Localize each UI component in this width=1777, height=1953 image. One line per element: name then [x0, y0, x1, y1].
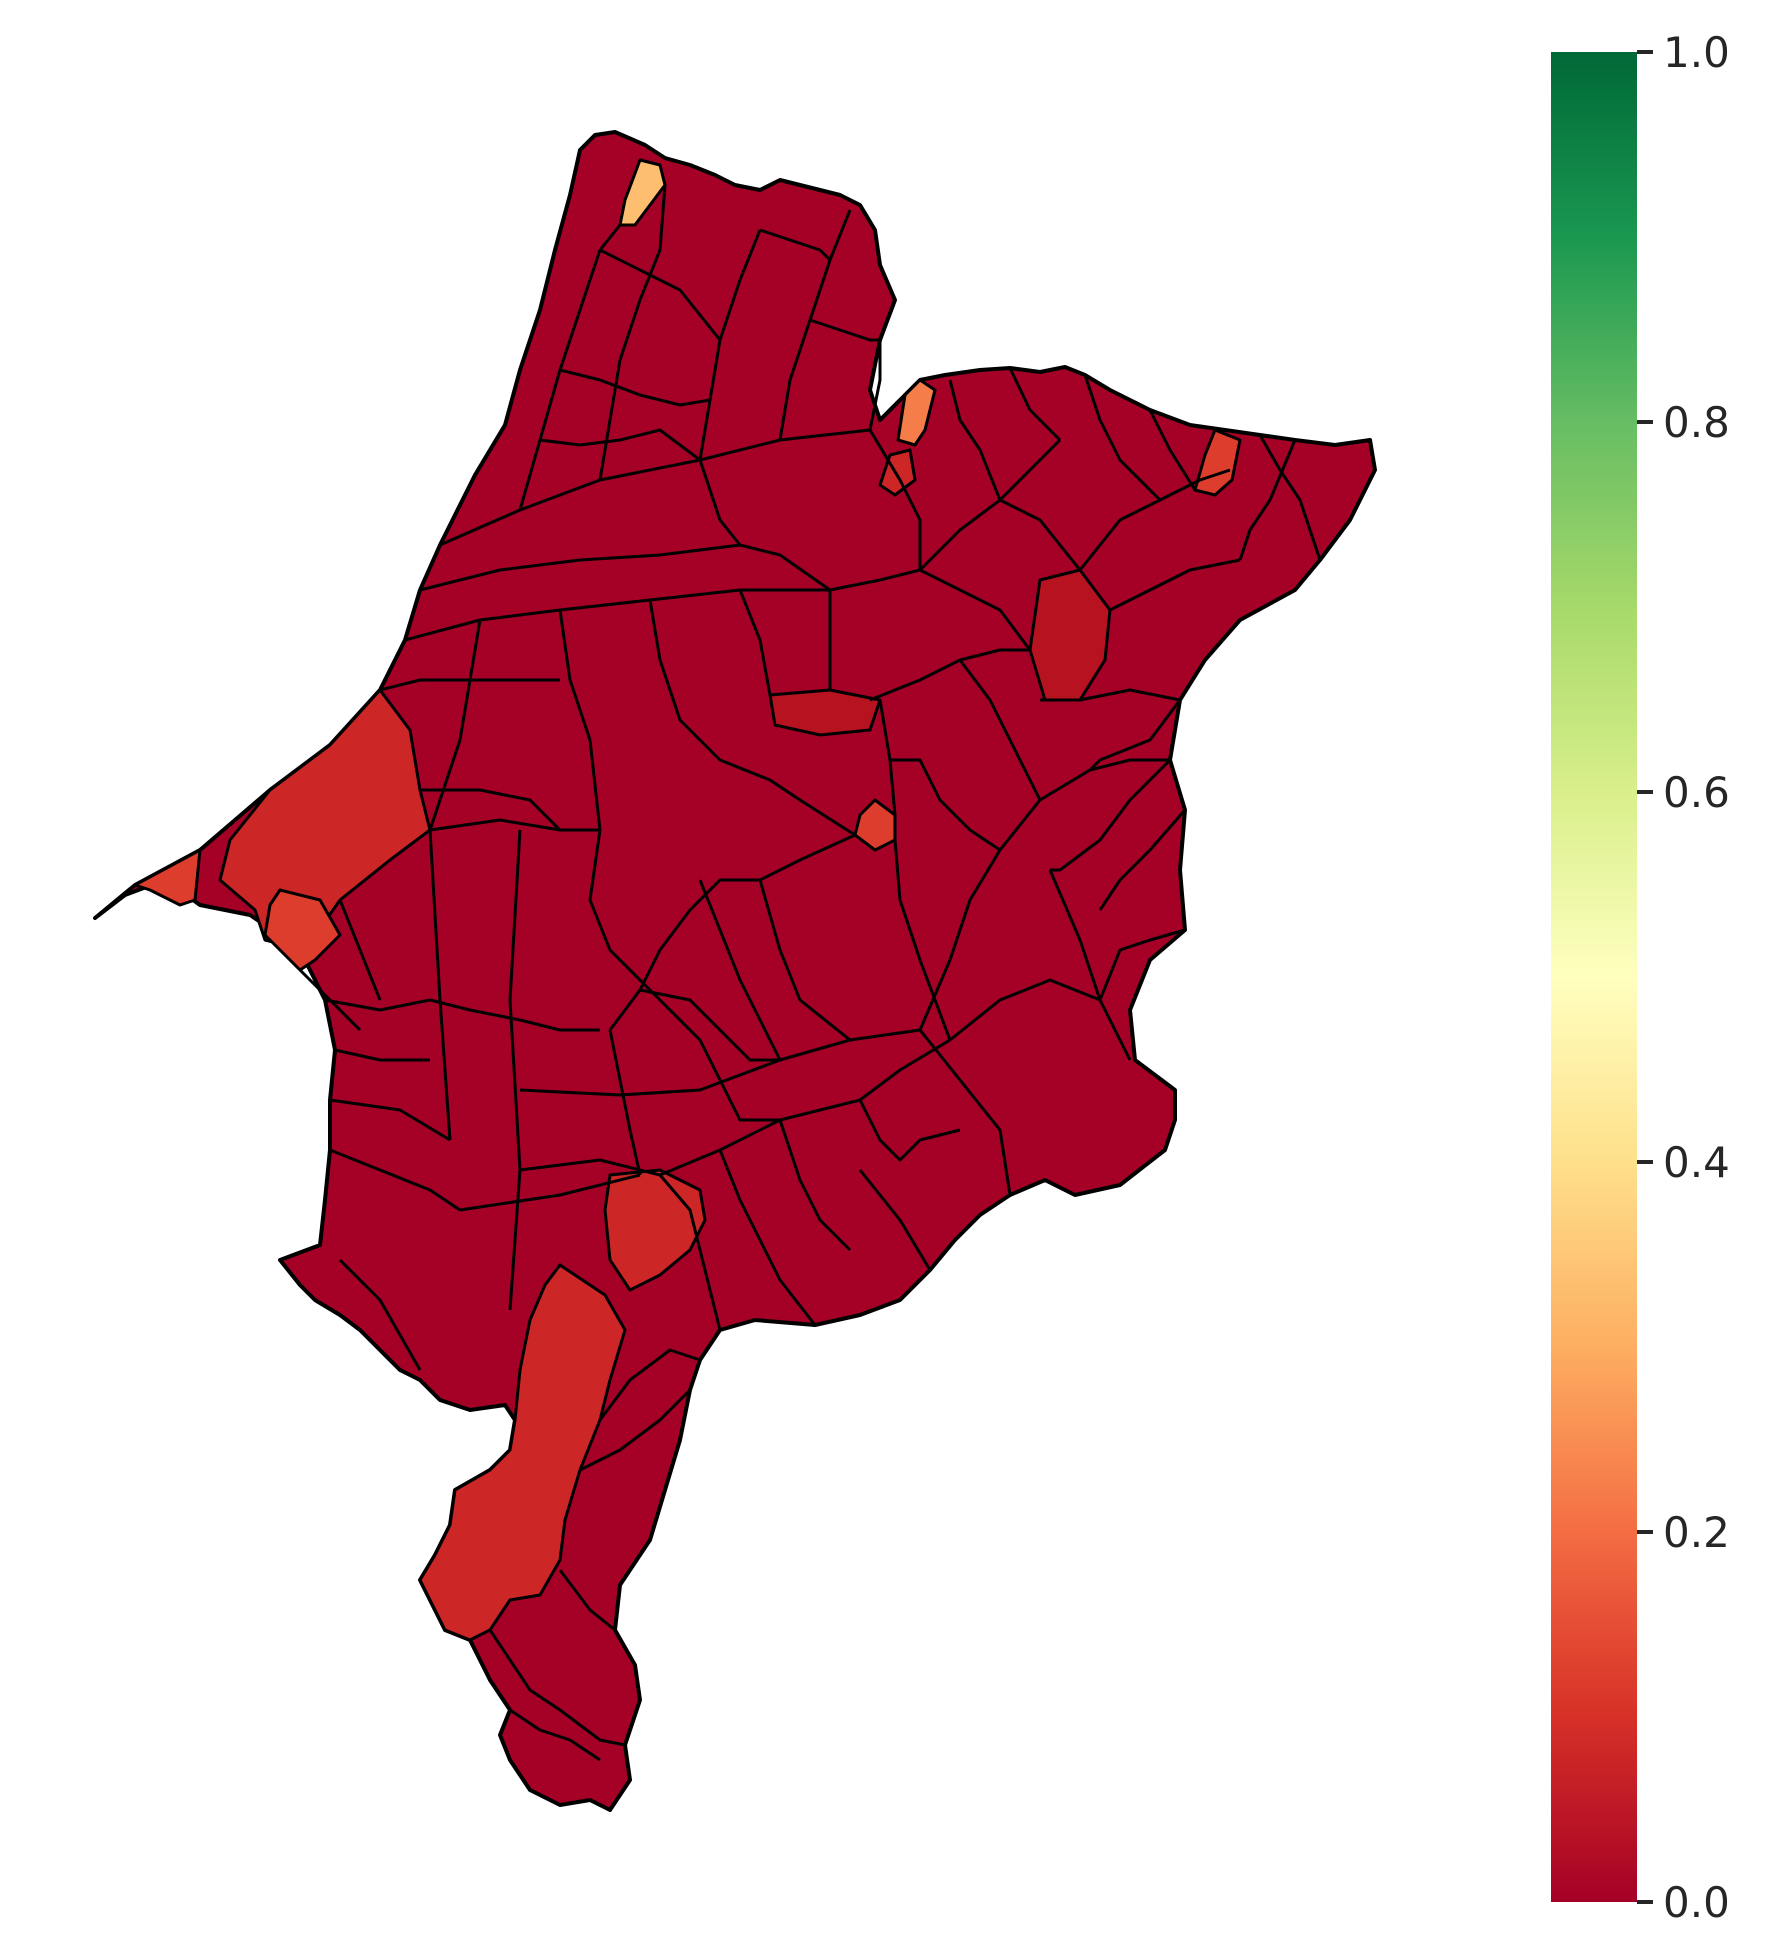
region-north-central-mid	[768, 688, 882, 737]
colorbar-ticks: 0.0 0.2 0.4 0.6 0.8 1.0	[1637, 28, 1730, 1927]
municipal-borders	[298, 184, 1322, 1762]
colorbar-tick-label: 0.0	[1663, 1878, 1730, 1927]
colorbar-tick-label: 0.4	[1663, 1138, 1730, 1187]
region-north-tip-light-orange	[618, 158, 667, 227]
region-north-coast-orange	[896, 378, 937, 447]
region-west-mid	[218, 688, 432, 952]
region-east-mid	[1028, 568, 1112, 702]
colorbar-tick-label: 0.8	[1663, 398, 1730, 447]
colorbar-gradient	[1551, 52, 1637, 1902]
colorbar-tick-label: 1.0	[1663, 28, 1730, 77]
colorbar-tick-label: 0.6	[1663, 768, 1730, 817]
region-west-tip	[133, 848, 202, 907]
colorbar-tick-label: 0.2	[1663, 1508, 1730, 1557]
state-map	[93, 130, 1377, 1812]
region-west-light	[263, 888, 342, 972]
colorbar: 0.0 0.2 0.4 0.6 0.8 1.0	[1551, 28, 1730, 1927]
